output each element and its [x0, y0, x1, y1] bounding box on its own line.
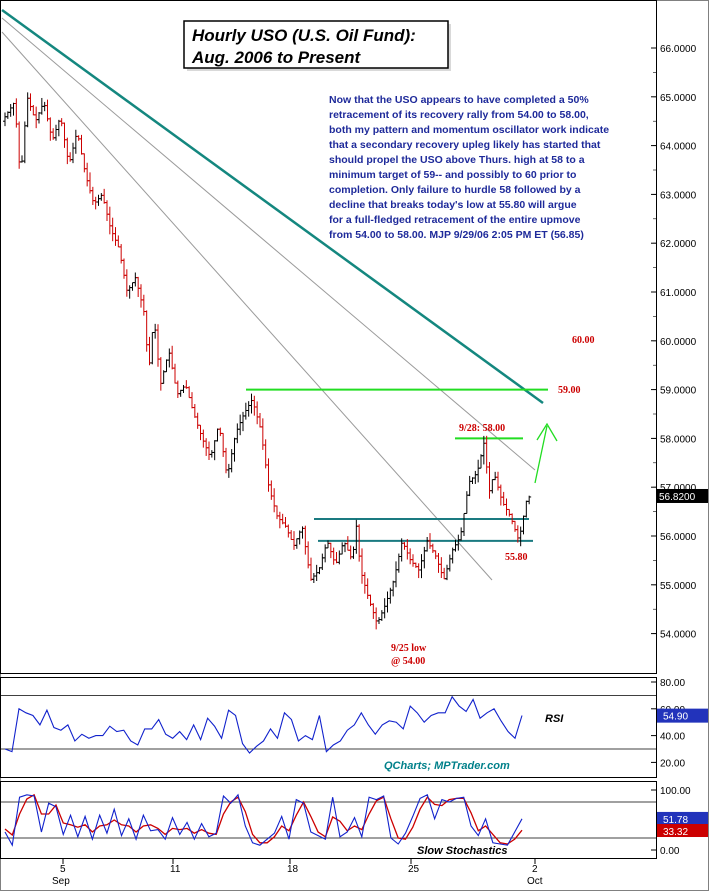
commentary-line: that a secondary recovery upleg likely h…: [329, 139, 601, 151]
x-tick-label: 11: [170, 864, 181, 875]
commentary-line: should propel the USO above Thurs. high …: [329, 154, 585, 166]
price-y-tick-label: 66.0000: [660, 44, 697, 55]
x-tick-label: 5: [60, 864, 66, 875]
commentary-line: from 54.00 to 58.00. MJP 9/29/06 2:05 PM…: [329, 229, 584, 241]
commentary-line: Now that the USO appears to have complet…: [329, 94, 589, 106]
price-y-tick-label: 54.0000: [660, 630, 697, 641]
low-label-line2: @ 54.00: [391, 656, 425, 667]
x-axis: 5 11 18 25 2 Sep Oct: [52, 859, 543, 887]
commentary-line: both my pattern and momentum oscillator …: [329, 124, 609, 136]
stoch-k-value: 51.78: [663, 815, 688, 826]
low-label-line1: 9/25 low: [391, 643, 427, 654]
stoch-k-tag: [657, 811, 708, 825]
x-tick-label: 18: [287, 864, 299, 875]
thin-trend-line-upper: [1, 17, 536, 471]
commentary-line: decline that breaks today's low at 55.80…: [329, 199, 577, 211]
target-59-label: 59.00: [558, 385, 581, 396]
price-y-axis: 66.0000 65.0000 64.0000 63.0000 62.0000 61.00…: [651, 44, 708, 641]
stoch-y-tick-label: 100.00: [660, 786, 691, 797]
price-y-tick-label: 59.0000: [660, 386, 697, 397]
trendlines: [1, 8, 548, 581]
x-month-label: Sep: [52, 876, 70, 887]
support-label: 55.80: [505, 552, 528, 563]
stoch-y-tick-label: 0.00: [660, 846, 680, 857]
commentary-line: completion. Only failure to hurdle 58 fo…: [329, 184, 581, 196]
price-y-tick-label: 64.0000: [660, 142, 697, 153]
price-y-tick-label: 55.0000: [660, 581, 697, 592]
rsi-line: [4, 695, 523, 754]
stoch-d-value: 33.32: [663, 827, 688, 838]
stoch-d-tag: [657, 824, 708, 838]
last-price-value: 56.8200: [659, 492, 696, 503]
title-box: [183, 20, 449, 69]
main-downtrend-line: [1, 8, 544, 405]
price-bars: [3, 92, 532, 630]
last-price-tag: [657, 488, 708, 503]
commentary-line: for a full-fledged retracement of the en…: [329, 214, 581, 226]
rsi-y-tick-label: 40.00: [660, 732, 685, 743]
chart-title: Hourly USO (U.S. Oil Fund):: [192, 26, 416, 45]
stoch-k-line: [4, 793, 523, 847]
target-60-label: 60.00: [572, 335, 595, 346]
price-y-tick-label: 56.0000: [660, 532, 697, 543]
rsi-value-text: 54.90: [663, 712, 688, 723]
price-y-tick-label: 62.0000: [660, 239, 697, 250]
credit-label: QCharts; MPTrader.com: [384, 760, 510, 772]
x-month-label: Oct: [527, 876, 543, 887]
price-y-tick-label: 65.0000: [660, 93, 697, 104]
rsi-y-tick-label: 80.00: [660, 678, 685, 689]
price-y-tick-label: 60.0000: [660, 337, 697, 348]
rsi-value-tag: [657, 708, 708, 723]
rsi-panel: [0, 677, 657, 778]
rsi-label: RSI: [545, 713, 564, 725]
commentary-line: minimum target of 59-- and possibly to 6…: [329, 169, 576, 181]
high-label: 9/28: 58.00: [459, 423, 505, 434]
rsi-series: [4, 695, 523, 754]
commentary-line: retracement of its recovery rally from 5…: [329, 109, 589, 121]
x-tick-label: 2: [532, 864, 538, 875]
thin-trend-line-lower: [1, 31, 493, 581]
commentary-text: Now that the USO appears to have complet…: [329, 94, 609, 241]
chart-subtitle: Aug. 2006 to Present: [191, 48, 362, 67]
price-panel: [0, 0, 657, 674]
ohlc-bar: [527, 495, 532, 505]
stoch-label: Slow Stochastics: [417, 845, 507, 857]
x-tick-label: 25: [408, 864, 420, 875]
projection-arrow: [534, 422, 558, 484]
price-y-tick-label: 61.0000: [660, 288, 697, 299]
price-y-tick-label: 57.0000: [660, 483, 697, 494]
rsi-y-tick-label: 20.00: [660, 758, 685, 769]
price-y-tick-label: 58.0000: [660, 434, 697, 445]
stoch-series: [4, 793, 523, 847]
price-y-tick-label: 63.0000: [660, 190, 697, 201]
